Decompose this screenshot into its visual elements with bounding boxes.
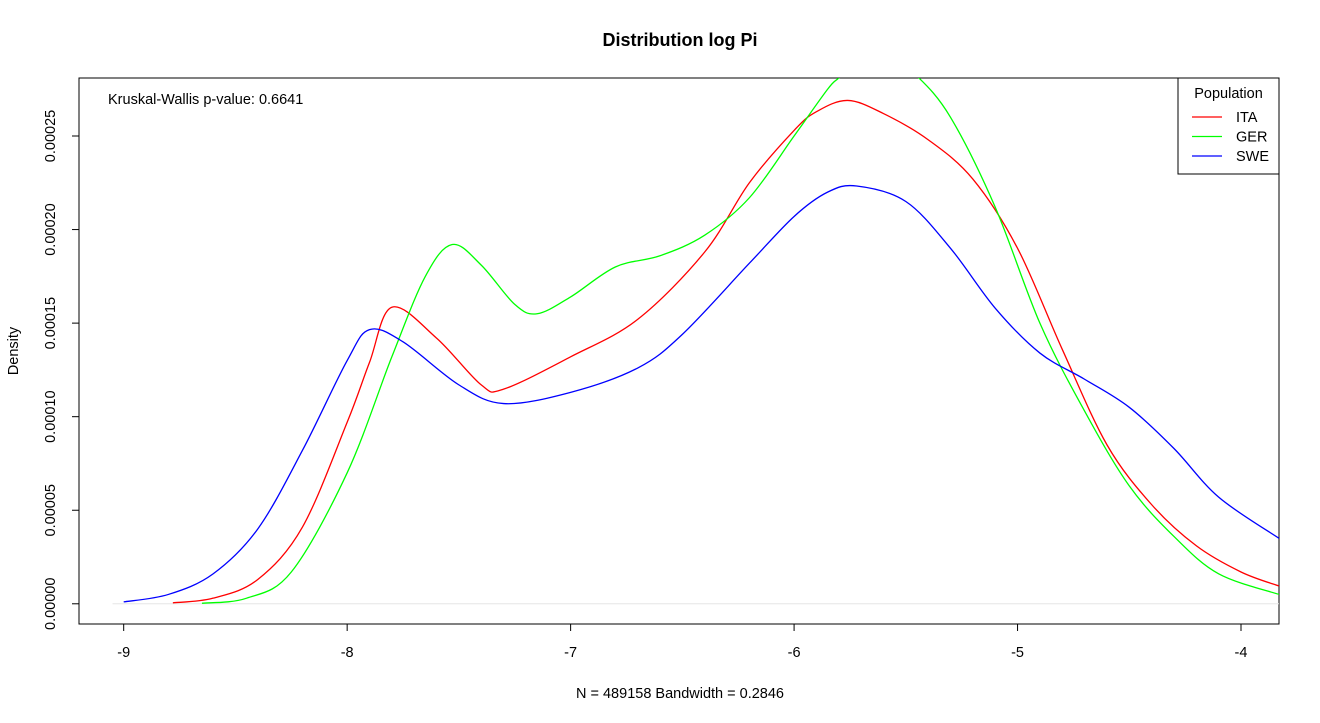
chart-title: Distribution log Pi — [603, 30, 758, 50]
density-line-swe — [123, 184, 1279, 603]
legend-box — [1177, 77, 1280, 175]
y-tick-label: 0.00010 — [43, 390, 59, 442]
plot-frame — [78, 77, 1280, 625]
legend-label-ger: GER — [1236, 130, 1267, 146]
legend-title: Population — [1194, 86, 1263, 102]
legend-label-swe: SWE — [1236, 149, 1269, 165]
density-line-ita — [172, 99, 1279, 604]
x-tick-label: -9 — [117, 645, 130, 661]
series-layer — [123, 78, 1279, 604]
y-tick-label: 0.00015 — [43, 297, 59, 349]
legend-label-ita: ITA — [1236, 110, 1258, 126]
y-tick-label: 0.00025 — [43, 110, 59, 162]
y-axis-label: Density — [6, 326, 22, 375]
x-tick-label: -8 — [341, 645, 354, 661]
density-line-ger — [201, 78, 1279, 604]
x-tick-label: -7 — [564, 645, 577, 661]
legend: Population ITA GER SWE — [1177, 77, 1280, 175]
x-axis-label: N = 489158 Bandwidth = 0.2846 — [576, 686, 784, 702]
y-tick-label: 0.00005 — [43, 484, 59, 536]
x-axis: -9 -8 -7 -6 -5 -4 — [117, 624, 1247, 661]
y-axis: 0.00000 0.00005 0.00010 0.00015 0.00020 0.000… — [43, 110, 79, 630]
y-tick-label: 0.00020 — [43, 203, 59, 255]
x-tick-label: -6 — [788, 645, 801, 661]
y-tick-label: 0.00000 — [43, 578, 59, 630]
kruskal-wallis-annotation: Kruskal-Wallis p-value: 0.6641 — [108, 92, 303, 108]
x-tick-label: -4 — [1235, 645, 1248, 661]
x-tick-label: -5 — [1011, 645, 1024, 661]
